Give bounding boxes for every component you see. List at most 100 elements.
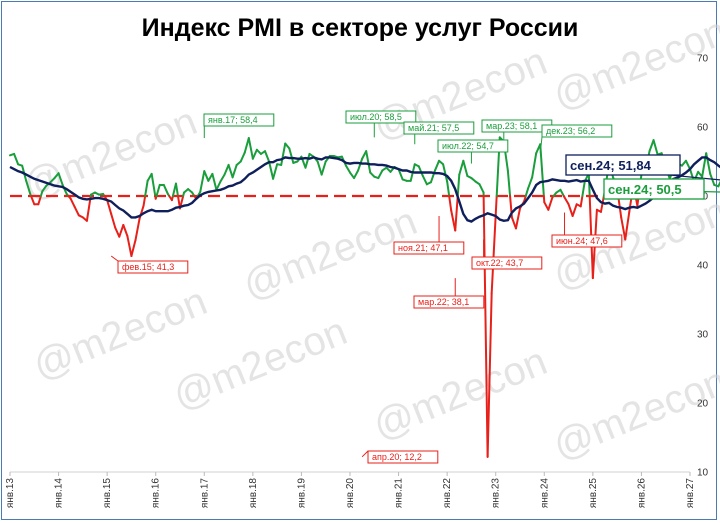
series-actual-segment [458,159,465,176]
series-average [9,156,720,223]
y-tick-label: 10 [697,468,709,479]
series-actual-segment [41,184,48,193]
x-tick-label: янв.21 [394,478,405,509]
series-actual-segment [118,223,125,238]
annotation-leader [110,255,119,262]
series-actual-segment [144,179,149,197]
series-actual-segment [524,187,530,197]
series-actual-segment [122,223,129,238]
x-tick-label: янв.19 [296,478,307,509]
series-actual-segment [462,159,469,177]
series-actual-segment [543,201,550,211]
annotation-label: июл.22; 54,7 [442,141,494,151]
series-actual-segment [247,137,254,160]
series-actual-segment [284,142,291,150]
series-actual-segment [456,173,461,197]
series-actual-segment [539,143,545,197]
annotation-box [471,256,543,270]
callout-box [565,154,681,176]
chart-title: Индекс PMI в секторе услуг России [142,14,579,42]
series-actual-segment [114,226,121,238]
series-actual-segment [365,150,372,174]
series-actual-segment [110,212,117,229]
series-actual-segment [199,170,206,193]
series-actual-segment [150,172,157,197]
series-actual-segment [705,152,712,175]
series-actual-segment [559,188,565,197]
x-tick-label: янв.14 [54,478,65,509]
annotation-label: апр.20; 12,2 [372,452,422,462]
series-actual-segment [490,213,497,295]
series-actual-segment [717,180,720,188]
series-actual-segment [563,196,570,206]
callout-label: сен.24; 51,84 [570,158,652,173]
x-tick-label: янв.17 [199,478,210,509]
series-actual-segment [239,151,246,163]
series-actual-segment [571,203,578,218]
series-actual-segment [344,164,351,174]
series-actual-segment [421,174,428,186]
x-tick-label: янв.16 [151,478,162,509]
annotation-box [345,110,417,124]
x-tick-label: янв.27 [685,478,696,509]
series-actual-segment [397,168,404,181]
annotation-box [413,295,485,309]
series-actual-segment [357,157,364,172]
annotation-label: мар.23; 58,1 [486,121,537,131]
x-tick-label: янв.22 [442,478,453,509]
annotation-label: ноя.21; 47,1 [398,243,448,253]
annotation-leader [361,450,369,458]
series-actual-segment [377,169,384,180]
annotation-label: июн.24; 47,6 [556,236,608,246]
watermark-text: @m2econ [367,339,553,448]
annotation-box [393,241,465,255]
x-tick-label: янв.13 [5,478,16,509]
series-actual-segment [482,195,489,458]
annotation-label: июл.20; 58,5 [350,112,402,122]
annotation-label: фев.15; 41,3 [122,262,174,272]
series-actual-segment [73,206,80,217]
annotation-label: янв.17; 58,4 [208,115,258,125]
series-actual-segment [203,170,210,182]
series-actual-segment [227,163,234,179]
annotation-label: май.21; 57,5 [408,123,459,133]
axes: 10203040506070янв.13янв.14янв.15янв.16ян… [5,54,709,509]
series-actual-segment [57,172,64,186]
series-actual-segment [30,195,36,206]
series-actual-segment [648,139,655,153]
annotation-label: дек.23; 56,2 [546,126,595,136]
series-actual-segment [353,169,360,180]
series-actual-segment [624,210,631,241]
x-tick-label: янв.25 [588,478,599,509]
watermark-text: @m2econ [547,359,720,468]
series-actual-segment [162,183,169,195]
x-tick-label: янв.15 [102,478,113,509]
annotation-box [367,450,439,464]
annotation-box [541,124,613,138]
annotation-box [437,139,509,153]
series-actual-segment [620,216,627,241]
series-actual-segment [442,163,449,183]
series-actual-segment [579,195,584,208]
series-actual-segment [486,292,493,458]
series-actual-segment [174,182,179,197]
x-tick-label: янв.26 [636,478,647,509]
series-actual-segment [219,173,226,183]
series-actual-segment [446,180,451,197]
series-actual-segment [280,142,287,166]
annotation-box [551,234,623,248]
y-tick-label: 70 [697,54,709,65]
series-actual-segment [506,169,512,197]
series-actual-segment [288,147,295,164]
annotation-box [117,260,189,274]
callouts: сен.24; 51,84 сен.24; 50,5 [565,154,720,200]
y-tick-label: 30 [697,330,709,341]
series-actual-segment [142,195,147,207]
x-tick-label: янв.20 [345,478,356,509]
series-actual-segment [652,139,659,156]
callout-box [603,178,705,200]
series-actual-segment [567,203,574,218]
series-actual-segment [264,150,271,163]
